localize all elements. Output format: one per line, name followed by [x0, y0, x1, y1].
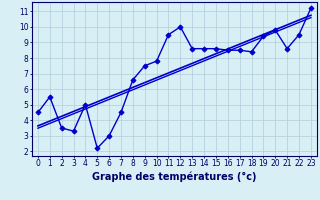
X-axis label: Graphe des températures (°c): Graphe des températures (°c) [92, 171, 257, 182]
